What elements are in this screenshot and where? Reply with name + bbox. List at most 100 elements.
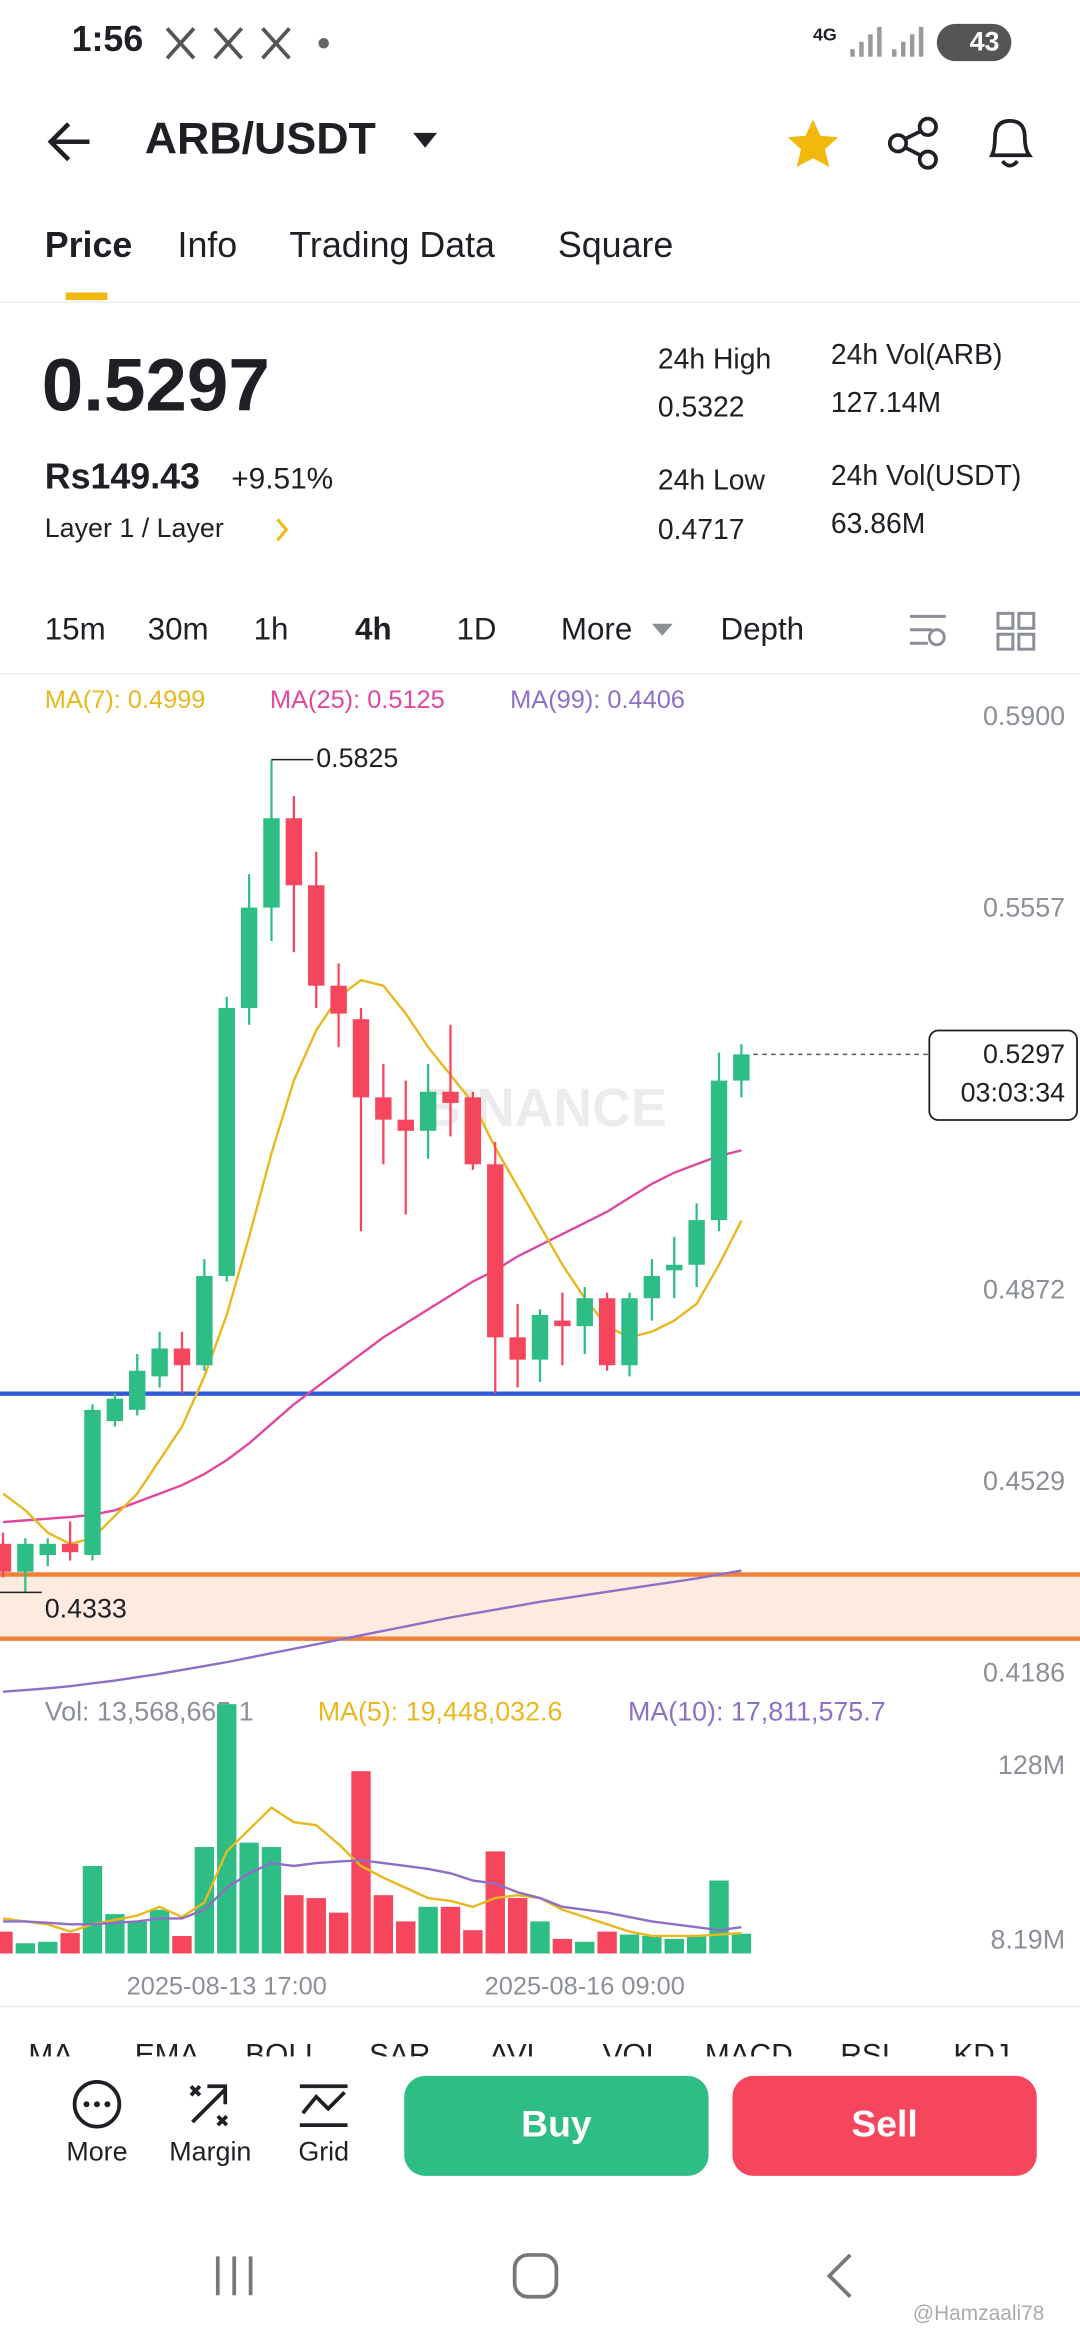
nav-bar[interactable] <box>215 2253 852 2299</box>
candle-body <box>554 1320 571 1327</box>
dot <box>83 2101 90 2108</box>
volume-bar <box>440 1906 461 1954</box>
candle-body <box>509 1337 526 1360</box>
action-label[interactable]: Grid <box>298 2137 349 2167</box>
low-label: 0.4333 <box>45 1593 127 1623</box>
candle-body <box>84 1409 101 1555</box>
candle-body <box>666 1264 683 1271</box>
volume-bar <box>217 1704 237 1954</box>
watermark: BINANCE <box>422 1078 667 1138</box>
tab[interactable]: Trading Data <box>289 225 495 265</box>
ma-line <box>2 978 743 1546</box>
interval[interactable]: 15m <box>45 612 106 647</box>
candle-body <box>352 1019 370 1098</box>
stat-value: 127.14M <box>831 387 941 419</box>
pair-dropdown[interactable] <box>413 132 438 148</box>
interval[interactable]: 30m <box>148 612 209 647</box>
interval[interactable]: 1h <box>254 612 289 647</box>
candle-body <box>487 1164 504 1338</box>
chart-settings[interactable] <box>909 611 1036 651</box>
volume-bar <box>552 1938 573 1954</box>
credit: @Hamzaali78 <box>913 2302 1044 2325</box>
network: 4G <box>813 25 837 45</box>
y-tick-label: 0.4186 <box>983 1658 1065 1688</box>
volume-bar <box>351 1771 371 1954</box>
volume-bar <box>373 1895 394 1954</box>
stat-value: 0.4717 <box>658 514 745 546</box>
zone <box>0 1574 1080 1639</box>
candle-body <box>17 1543 34 1572</box>
tab[interactable]: Square <box>558 225 673 265</box>
candle-body <box>0 1543 12 1572</box>
dot <box>93 2101 100 2108</box>
volume-bar <box>507 1898 528 1954</box>
ma-line <box>2 1569 742 1693</box>
buy-button[interactable] <box>404 2075 709 2176</box>
candle-body <box>688 1220 705 1265</box>
status-time: 1:56 <box>72 19 144 59</box>
tab[interactable]: Info <box>178 225 238 265</box>
stat-value: 63.86M <box>831 508 925 540</box>
volume-bar <box>463 1930 483 1954</box>
candle-body <box>598 1298 616 1366</box>
candle-body <box>285 818 303 886</box>
volume-bar <box>686 1935 707 1954</box>
status-dot <box>318 38 329 49</box>
volume-bar <box>485 1851 505 1954</box>
action-label[interactable]: More <box>66 2137 127 2167</box>
interval[interactable]: 4h <box>355 612 392 647</box>
pair-title[interactable]: ARB/USDT <box>145 114 376 164</box>
volume-bar <box>328 1912 349 1954</box>
sector[interactable]: Layer 1 / Layer <box>45 513 224 543</box>
tab[interactable]: Price <box>45 225 133 265</box>
interval[interactable]: More <box>561 612 632 647</box>
volume-bar <box>149 1909 170 1954</box>
ma-label: MA(99): 0.4406 <box>510 686 685 714</box>
volume-tick-label: 8.19M <box>990 1925 1065 1955</box>
action-icons[interactable] <box>72 2079 348 2129</box>
more-dropdown[interactable] <box>651 623 673 636</box>
interval[interactable]: 1D <box>456 612 496 647</box>
candle-body <box>576 1298 593 1327</box>
share-button[interactable] <box>887 116 938 170</box>
signal-icons <box>850 26 924 57</box>
volume-tick-label: 128M <box>998 1750 1065 1780</box>
volume-bar <box>38 1941 58 1954</box>
sell-button[interactable] <box>732 2075 1037 2176</box>
price-change: +9.51% <box>231 462 333 495</box>
alert-bell[interactable] <box>988 119 1034 168</box>
stat-label: 24h Vol(USDT) <box>831 460 1021 492</box>
candle-body <box>196 1275 213 1366</box>
sell-label[interactable]: Sell <box>851 2102 917 2144</box>
volume-bar <box>664 1938 684 1954</box>
volume-bar <box>575 1941 595 1954</box>
sector-arrow[interactable] <box>276 518 289 542</box>
battery-level: 43 <box>970 26 1000 56</box>
candle-body <box>442 1091 459 1103</box>
volume-bar <box>0 1931 13 1954</box>
back-button[interactable] <box>47 122 90 162</box>
ma-label: MA(7): 0.4999 <box>45 686 206 714</box>
candle-body <box>643 1275 661 1299</box>
last-price-tag <box>928 1029 1078 1121</box>
favorite-star[interactable] <box>787 119 839 168</box>
x-tick-label: 2025-08-16 09:00 <box>485 1973 685 2001</box>
buy-label[interactable]: Buy <box>521 2102 592 2144</box>
candle-body <box>61 1543 79 1553</box>
dot <box>104 2101 111 2108</box>
volume-bar <box>284 1895 304 1954</box>
action-label[interactable]: Margin <box>169 2137 251 2167</box>
volume-bar <box>15 1943 36 1954</box>
interval[interactable]: Depth <box>720 612 804 647</box>
candle-body <box>375 1097 392 1120</box>
stat-label: 24h High <box>658 344 771 376</box>
volume-bar <box>418 1906 438 1954</box>
candle-body <box>39 1543 56 1555</box>
x-icons <box>165 27 291 60</box>
tab-indicator <box>65 292 108 300</box>
x-tick-label: 2025-08-13 17:00 <box>127 1973 327 2001</box>
volume-bar <box>60 1933 80 1954</box>
volume-bar <box>306 1898 326 1954</box>
volume-bar <box>82 1865 103 1954</box>
